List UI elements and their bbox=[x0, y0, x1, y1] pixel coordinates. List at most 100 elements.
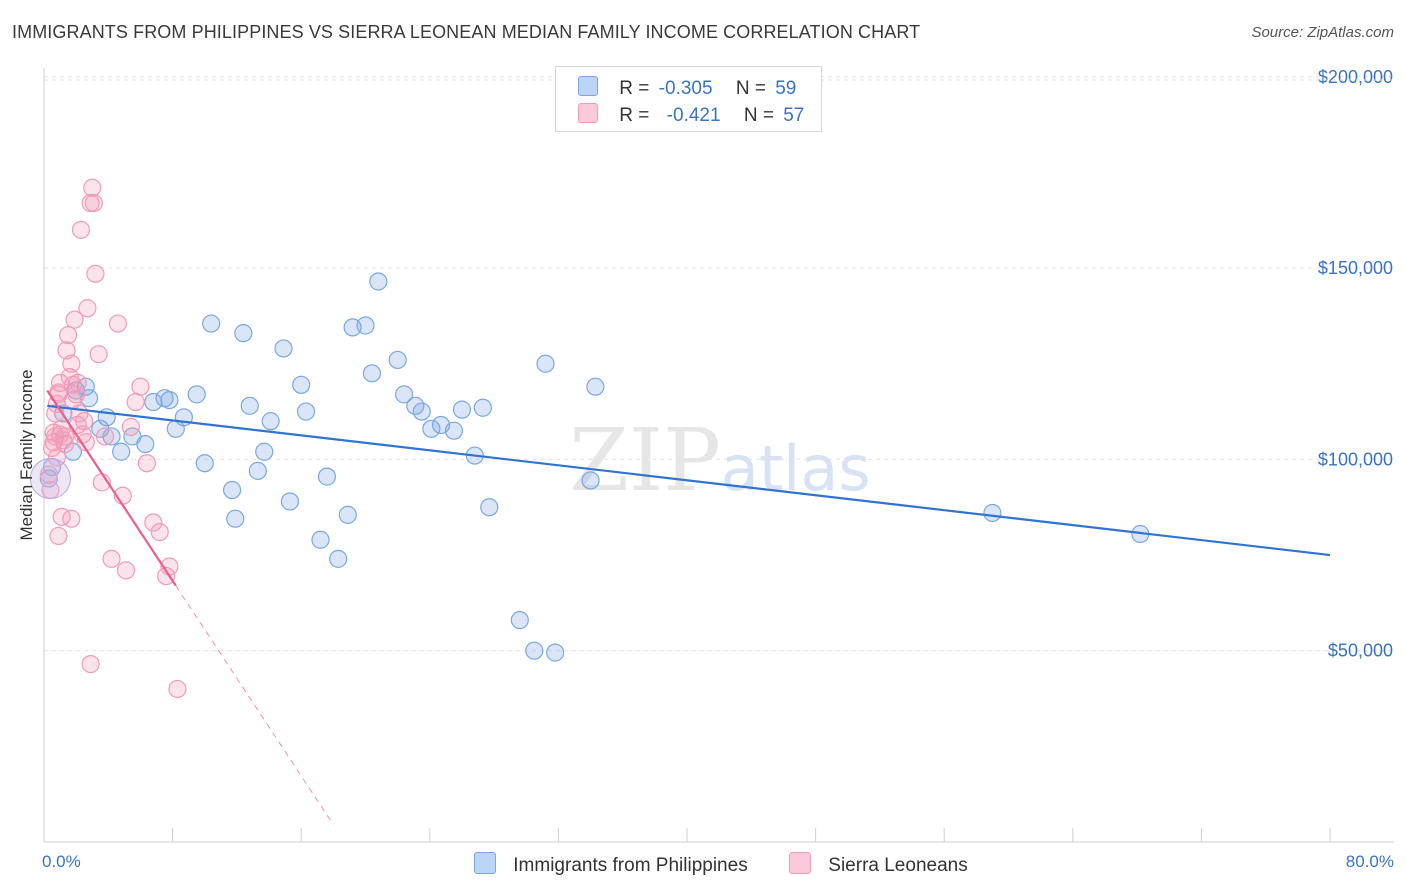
overlap-cluster-point bbox=[29, 458, 71, 500]
philippines-point bbox=[195, 454, 214, 473]
sierra-leone-point bbox=[137, 454, 156, 473]
sierra-leone-point bbox=[83, 178, 102, 197]
philippines-point bbox=[274, 339, 293, 358]
philippines-point bbox=[296, 402, 316, 421]
sierra-leone-point bbox=[78, 299, 97, 318]
sierra-leone-point bbox=[116, 561, 136, 580]
legend-r-label: R = bbox=[619, 105, 650, 126]
philippines-point bbox=[102, 427, 121, 446]
philippines-point bbox=[39, 469, 58, 488]
philippines-point bbox=[581, 471, 600, 490]
philippines-point bbox=[136, 434, 155, 454]
y-tick-label: $100,000 bbox=[1318, 449, 1393, 469]
philippines-point bbox=[202, 314, 221, 333]
sierra-leone-point bbox=[49, 526, 68, 546]
sierra-leone-point bbox=[68, 373, 87, 392]
x-axis-min-label: 0.0% bbox=[42, 852, 81, 871]
series-legend-philippines: Immigrants from Philippines bbox=[474, 852, 748, 877]
philippines-point bbox=[112, 442, 131, 461]
series-legend-sierra-leone: Sierra Leoneans bbox=[789, 852, 968, 877]
sierra-leone-point bbox=[71, 220, 91, 239]
y-axis-title: Median Family Income bbox=[17, 369, 36, 541]
sierra-leone-point bbox=[62, 509, 81, 528]
philippines-point bbox=[356, 316, 375, 335]
philippines-point bbox=[586, 377, 605, 396]
sierra-leone-point bbox=[86, 264, 105, 283]
sierra-leone-point bbox=[102, 549, 121, 568]
legend-n-value: 59 bbox=[775, 78, 797, 99]
sierra-leone-point bbox=[144, 513, 163, 532]
legend-n-label: N = bbox=[735, 78, 766, 99]
sierra-leone-point bbox=[131, 377, 150, 396]
philippines-point bbox=[388, 350, 407, 370]
philippines-point bbox=[144, 392, 163, 412]
sierra-leone-point bbox=[49, 383, 68, 402]
philippines-point bbox=[248, 461, 267, 480]
sierra-leone-point bbox=[157, 566, 176, 586]
sierra-leone-trend-line-extension bbox=[175, 585, 334, 825]
philippines-point bbox=[394, 385, 414, 404]
sierra-leone-point bbox=[57, 341, 76, 360]
legend-n-label: N = bbox=[743, 105, 774, 126]
philippines-point bbox=[338, 505, 357, 524]
series-legend-label: Immigrants from Philippines bbox=[513, 855, 748, 876]
philippines-point bbox=[329, 549, 348, 568]
philippines-point bbox=[226, 509, 245, 528]
y-tick-label: $50,000 bbox=[1328, 641, 1393, 661]
sierra-leone-point bbox=[168, 679, 187, 699]
legend-n-value: 57 bbox=[783, 105, 805, 126]
philippines-point bbox=[536, 354, 555, 373]
legend-r-value: -0.421 bbox=[666, 105, 721, 126]
sierra-leone-point bbox=[65, 310, 84, 329]
philippines-point bbox=[473, 398, 492, 417]
philippines-point bbox=[452, 400, 472, 419]
legend-swatch-sierra-leone bbox=[578, 103, 598, 123]
sierra-leone-point bbox=[39, 465, 58, 484]
sierra-leone-point bbox=[84, 193, 103, 213]
philippines-point bbox=[261, 412, 280, 431]
legend-swatch-philippines bbox=[578, 76, 598, 96]
sierra-leone-point bbox=[95, 427, 115, 446]
chart-source: Source: ZipAtlas.com bbox=[1251, 24, 1394, 41]
philippines-point bbox=[480, 498, 499, 517]
sierra-leone-point bbox=[55, 434, 74, 454]
philippines-point bbox=[983, 503, 1002, 523]
philippines-point bbox=[280, 492, 300, 511]
philippines-point bbox=[292, 375, 311, 394]
philippines-point bbox=[412, 402, 431, 421]
y-tick-label: $200,000 bbox=[1318, 67, 1393, 87]
legend-r-label: R = bbox=[619, 78, 650, 99]
sierra-leone-point bbox=[59, 325, 78, 345]
sierra-leone-point bbox=[67, 385, 86, 404]
philippines-point bbox=[240, 396, 259, 415]
sierra-leone-point bbox=[121, 417, 140, 436]
series-legend-label: Sierra Leoneans bbox=[828, 855, 968, 876]
sierra-leone-point bbox=[62, 354, 81, 373]
correlation-legend: R = -0.305 N = 59 R = -0.421 N = 57 bbox=[555, 66, 822, 132]
chart-title: IMMIGRANTS FROM PHILIPPINES VS SIERRA LE… bbox=[12, 22, 921, 42]
philippines-point bbox=[317, 467, 337, 486]
philippines-point bbox=[222, 480, 242, 500]
x-axis-max-label: 80.0% bbox=[1345, 852, 1394, 871]
philippines-point bbox=[187, 385, 206, 404]
sierra-leone-point bbox=[63, 390, 83, 410]
philippines-point bbox=[525, 641, 544, 660]
sierra-leone-point bbox=[89, 345, 108, 364]
philippines-point bbox=[362, 364, 382, 383]
sierra-leone-point bbox=[126, 392, 145, 412]
philippines-point bbox=[255, 442, 274, 461]
philippines-trend-line bbox=[47, 404, 1331, 557]
sierra-leone-point bbox=[108, 314, 128, 333]
watermark: ZIPatlas bbox=[569, 411, 870, 511]
philippines-point bbox=[510, 610, 529, 630]
sierra-leone-trend-line bbox=[46, 389, 177, 587]
series-swatch-sierra-leone bbox=[789, 852, 811, 874]
sierra-leone-point bbox=[81, 654, 100, 674]
philippines-point bbox=[160, 390, 179, 410]
philippines-point bbox=[369, 272, 388, 291]
sierra-leone-point bbox=[150, 522, 169, 542]
philippines-point bbox=[422, 419, 441, 438]
philippines-point bbox=[234, 324, 253, 343]
legend-row-sierra-leone: R = -0.421 N = 57 bbox=[578, 103, 804, 127]
